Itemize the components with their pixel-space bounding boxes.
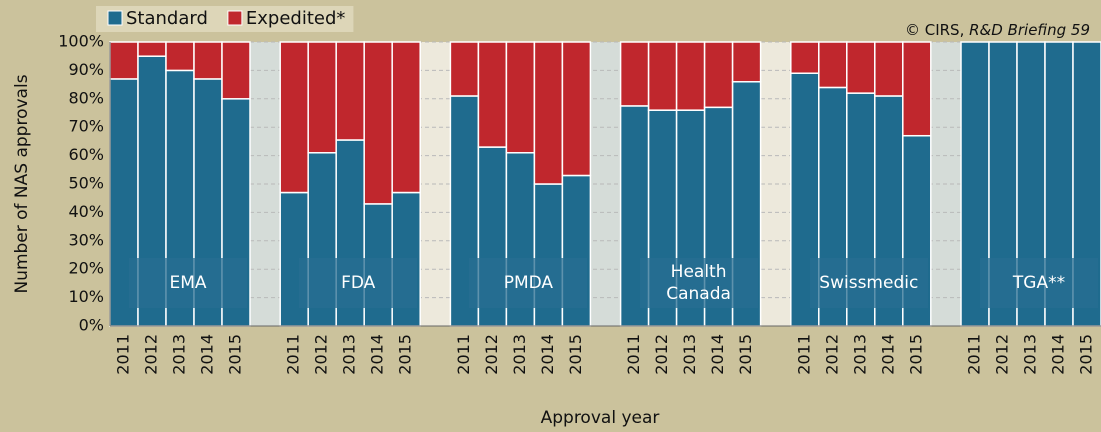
bar-segment bbox=[846, 41, 876, 94]
legend-swatch bbox=[107, 10, 123, 26]
x-tick-label: 2013 bbox=[850, 334, 869, 375]
bar-segment bbox=[307, 41, 337, 154]
group-label: PMDA bbox=[469, 258, 588, 308]
x-tick-label: 2015 bbox=[1077, 334, 1096, 375]
x-tick-label: 2011 bbox=[624, 334, 643, 375]
x-tick-label: 2013 bbox=[510, 334, 529, 375]
x-tick-label: 2012 bbox=[482, 334, 501, 375]
y-tick-label: 10% bbox=[68, 287, 104, 306]
y-tick-label: 100% bbox=[58, 32, 104, 51]
group-label: FDA bbox=[299, 258, 418, 308]
bar-segment bbox=[477, 41, 508, 148]
x-tick-label: 2014 bbox=[538, 334, 557, 375]
legend-label: Expedited* bbox=[246, 8, 346, 29]
bar-segment bbox=[675, 41, 706, 111]
bar-segment bbox=[363, 41, 393, 205]
x-tick-label: 2012 bbox=[822, 334, 841, 375]
source-italic: R&D Briefing 59 bbox=[969, 21, 1090, 39]
bar-segment bbox=[703, 41, 734, 109]
y-tick-label: 70% bbox=[68, 117, 104, 136]
bar-segment bbox=[619, 41, 650, 107]
legend-box bbox=[96, 6, 354, 32]
x-tick-label: 2015 bbox=[566, 334, 585, 375]
x-tick-label: 2011 bbox=[454, 334, 473, 375]
bar-segment bbox=[165, 41, 195, 72]
x-tick-label: 2014 bbox=[198, 334, 217, 375]
bar-segment bbox=[874, 41, 904, 97]
bar-segment bbox=[279, 41, 309, 194]
x-tick-label: 2011 bbox=[114, 334, 133, 375]
bar-segment bbox=[193, 41, 223, 80]
y-axis-label: Number of NAS approvals bbox=[12, 74, 32, 293]
x-tick-label: 2012 bbox=[142, 334, 161, 375]
bar-segment bbox=[221, 41, 251, 100]
x-tick-label: 2014 bbox=[1049, 334, 1068, 375]
x-tick-label: 2012 bbox=[993, 334, 1012, 375]
x-tick-label: 2013 bbox=[680, 334, 699, 375]
bar-segment bbox=[561, 41, 592, 177]
bar-segment bbox=[137, 41, 167, 57]
x-tick-label: 2012 bbox=[652, 334, 671, 375]
x-tick-label: 2011 bbox=[965, 334, 984, 375]
bar-segment bbox=[790, 41, 820, 74]
legend-label: Standard bbox=[126, 8, 208, 29]
bar-segment bbox=[902, 41, 932, 137]
x-tick-label: 2012 bbox=[312, 334, 331, 375]
x-tick-label: 2013 bbox=[170, 334, 189, 375]
bar-segment bbox=[335, 41, 365, 141]
y-tick-label: 40% bbox=[68, 202, 104, 221]
x-tick-label: 2011 bbox=[794, 334, 813, 375]
x-tick-label: 2014 bbox=[708, 334, 727, 375]
x-tick-label: 2015 bbox=[226, 334, 245, 375]
x-tick-label: 2013 bbox=[1021, 334, 1040, 375]
legend-swatch bbox=[227, 10, 243, 26]
bar-segment bbox=[647, 41, 678, 111]
source: © CIRS, R&D Briefing 59 bbox=[905, 21, 1090, 39]
y-tick-label: 20% bbox=[68, 259, 104, 278]
group-label: TGA** bbox=[980, 258, 1098, 308]
bar-segment bbox=[505, 41, 536, 154]
bar-segment bbox=[818, 41, 848, 89]
y-tick-label: 30% bbox=[68, 230, 104, 249]
group-label: Health Canada bbox=[639, 258, 758, 308]
y-tick-label: 80% bbox=[68, 88, 104, 107]
group-label: EMA bbox=[129, 258, 247, 308]
y-tick-label: 0% bbox=[79, 316, 104, 335]
x-tick-label: 2014 bbox=[878, 334, 897, 375]
bar-segment bbox=[391, 41, 421, 194]
x-tick-label: 2013 bbox=[340, 334, 359, 375]
x-tick-label: 2011 bbox=[284, 334, 303, 375]
bar-segment bbox=[731, 41, 762, 83]
source-prefix: © CIRS, bbox=[905, 21, 964, 39]
bar-segment bbox=[533, 41, 564, 185]
y-tick-label: 60% bbox=[68, 145, 104, 164]
x-tick-label: 2015 bbox=[736, 334, 755, 375]
x-tick-label: 2014 bbox=[368, 334, 387, 375]
y-tick-label: 50% bbox=[68, 174, 104, 193]
x-tick-label: 2015 bbox=[396, 334, 415, 375]
x-axis-label: Approval year bbox=[541, 408, 660, 428]
x-tick-label: 2015 bbox=[906, 334, 925, 375]
bar-segment bbox=[109, 41, 139, 80]
bar-segment bbox=[449, 41, 480, 97]
group-label: Swissmedic bbox=[809, 258, 928, 308]
y-tick-label: 90% bbox=[68, 60, 104, 79]
